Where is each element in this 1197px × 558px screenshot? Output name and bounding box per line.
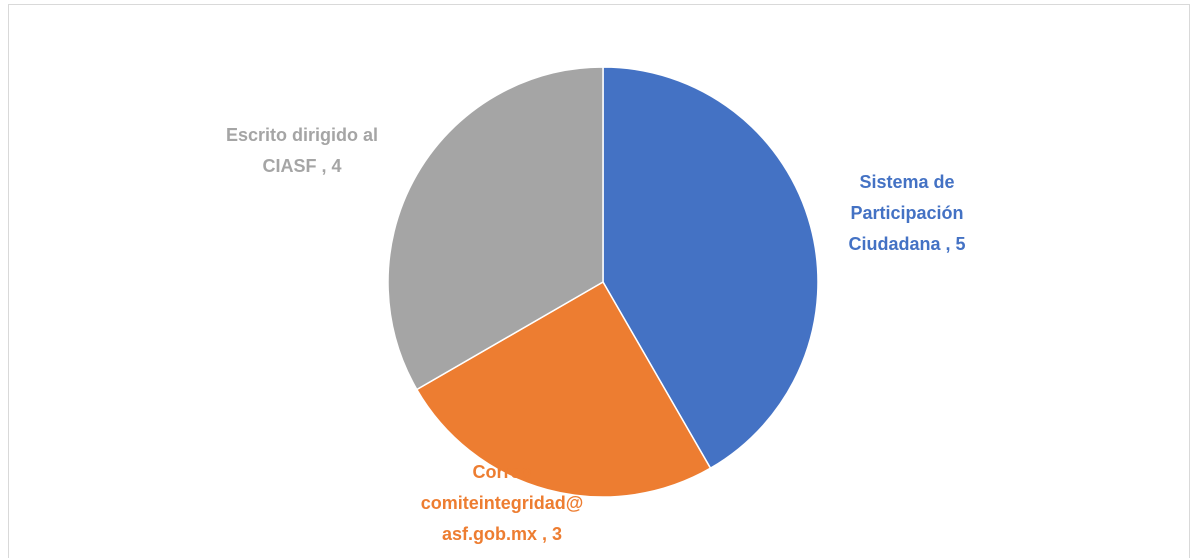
data-label: Ciudadana , 5 xyxy=(848,234,965,254)
data-label: Correo xyxy=(472,462,531,482)
pie-slice xyxy=(387,66,604,391)
pie-slice xyxy=(415,280,712,498)
data-label: asf.gob.mx , 3 xyxy=(442,524,562,544)
data-label: Sistema de xyxy=(859,172,954,192)
data-label: comiteintegridad@ xyxy=(421,493,584,513)
data-label: Participación xyxy=(850,203,963,223)
pie-slice xyxy=(602,66,819,470)
data-label: Escrito dirigido al xyxy=(226,125,378,145)
data-label: CIASF , 4 xyxy=(262,156,341,176)
